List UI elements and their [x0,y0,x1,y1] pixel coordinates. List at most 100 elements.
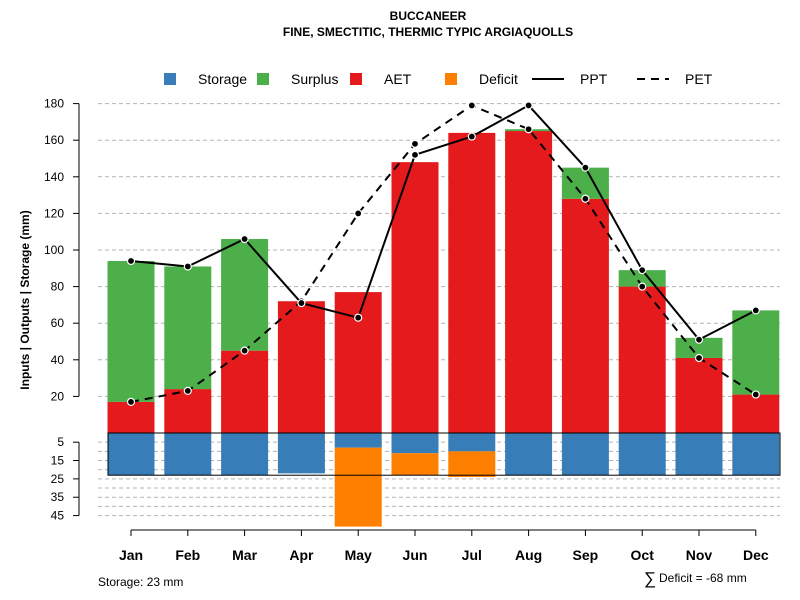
lower-bars [107,432,781,527]
storage-bar [505,433,553,476]
storage-bar [334,433,382,448]
storage-bar [618,433,666,476]
pet-point [524,125,533,134]
y-axis-label: Inputs | Outputs | Storage (mm) [18,210,32,389]
y-tick-label: 20 [51,389,65,403]
storage-bar [732,433,780,476]
deficit-bar [334,447,382,527]
ppt-point [183,262,192,271]
ppt-point [354,313,363,322]
ppt-point [297,298,306,308]
aet-bar [221,350,269,433]
x-tick-label: Feb [175,547,200,563]
y-tick-label: 45 [51,509,65,523]
y-tick-label: 140 [44,170,64,184]
x-tick-label: Dec [743,547,769,563]
deficit-legend-swatch [445,73,457,85]
chart-title: BUCCANEER [390,9,467,23]
deficit-footnote: Deficit = -68 mm [659,571,747,585]
deficit-bar [448,451,496,478]
ppt-point [638,266,647,275]
aet-bar [505,131,553,434]
storage-bar [221,433,269,476]
ppt-line [130,104,757,341]
aet-bar [448,132,496,433]
storage-footnote: Storage: 23 mm [98,575,183,589]
pet-point [638,282,647,291]
storage-bar [164,433,212,476]
y-tick-label: 160 [44,133,64,147]
y-tick-label: 60 [51,316,65,330]
grid-lines [98,103,780,517]
series-lines [126,101,760,406]
aet-legend-swatch [350,73,362,85]
aet-bar [561,198,609,433]
x-tick-label: Mar [232,547,257,563]
pet-point [694,353,704,363]
x-tick-label: Apr [289,547,314,563]
deficit-bar [391,453,439,476]
upper-bars [107,129,780,434]
pet-point [581,194,590,203]
y-tick-label: 180 [44,97,64,111]
ppt-point [467,132,476,141]
aet-bar [277,301,325,433]
aet-bar [732,394,780,433]
legend: Storage Surplus AET Deficit PPT PET [164,71,713,87]
ppt-point [410,150,420,159]
surplus-bar [107,260,155,402]
storage-bar [448,433,496,452]
x-tick-label: Jul [462,547,482,563]
x-tick-label: May [345,547,372,563]
x-tick-label: Aug [515,547,542,563]
y-tick-label: 80 [51,280,65,294]
aet-bar [107,401,155,433]
y-tick-label: 120 [44,206,64,220]
surplus-bar [618,270,666,287]
axes: 20 40 60 80 100 120 140 160 180 5 15 25 35 45 Jan Feb Ma… [44,97,769,563]
ppt-point [581,163,590,172]
x-tick-label: Sep [573,547,599,563]
pet-point [354,209,363,218]
pet-point [126,397,136,406]
y-tick-label: 100 [44,243,64,257]
surplus-bar [675,337,723,358]
aet-bar [391,162,439,433]
pet-point [240,346,249,355]
storage-legend-swatch [164,73,176,85]
pet-legend-label: PET [685,71,713,87]
ppt-point [126,256,136,266]
storage-bar [391,433,439,454]
ppt-point [524,101,533,110]
storage-capacity-box [107,432,781,476]
storage-bar [561,433,609,476]
ppt-point [240,234,249,244]
surplus-legend-label: Surplus [291,71,338,87]
storage-bar [107,433,155,476]
surplus-bar [732,310,780,395]
aet-bar [675,357,723,433]
y-tick-label: 25 [51,472,65,486]
aet-bar [164,389,212,433]
y-tick-label: 40 [51,353,65,367]
y-tick-label: 5 [57,435,64,449]
surplus-bar [561,167,609,199]
storage-legend-label: Storage [198,71,247,87]
y-tick-label: 35 [51,490,65,504]
deficit-legend-label: Deficit [479,71,518,87]
x-tick-label: Jan [119,547,143,563]
ppt-point [694,335,704,344]
ppt-point [751,306,760,315]
surplus-legend-swatch [257,73,269,85]
x-tick-label: Oct [631,547,655,563]
x-tick-label: Nov [686,547,713,563]
storage-bar [277,433,325,474]
surplus-bar [164,266,212,390]
x-tick-label: Jun [403,547,428,563]
aet-bar [618,286,666,433]
chart-subtitle: FINE, SMECTITIC, THERMIC TYPIC ARGIAQUOL… [283,25,573,39]
pet-line [130,104,757,403]
pet-point [410,139,420,148]
ppt-legend-label: PPT [580,71,608,87]
